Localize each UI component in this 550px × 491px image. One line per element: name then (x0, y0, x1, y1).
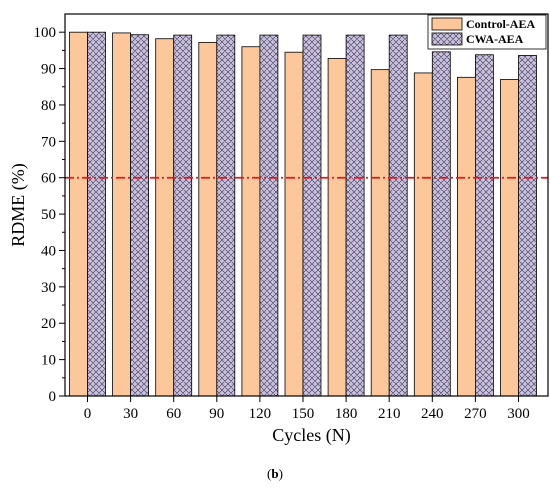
bar-cwa-aea-300 (518, 55, 537, 397)
bar-control-aea-150 (284, 51, 304, 397)
bar-control-aea-30 (112, 32, 131, 397)
y-tick-label-100: 100 (34, 25, 57, 41)
y-tick-label-10: 10 (41, 353, 56, 369)
bar-control-aea-180 (327, 57, 347, 397)
bar-cwa-aea-210 (388, 34, 408, 397)
x-tick-label-150: 150 (292, 406, 315, 422)
bar-cwa-aea-90 (216, 34, 236, 397)
caption-open: ( (267, 466, 272, 481)
legend-label-cwa-aea: CWA-AEA (466, 32, 524, 46)
bar-control-aea-120 (241, 46, 261, 397)
y-tick-label-0: 0 (49, 389, 57, 405)
bar-control-aea-300 (500, 79, 519, 397)
caption-close: ) (278, 466, 283, 481)
bar-control-aea-0 (69, 31, 88, 397)
x-tick-label-240: 240 (421, 406, 444, 422)
bar-control-aea-60 (155, 38, 175, 397)
legend-swatch-control-aea (431, 17, 463, 31)
y-tick-label-90: 90 (41, 62, 56, 78)
bar-cwa-aea-150 (302, 34, 322, 397)
x-axis-title: Cycles (N) (272, 425, 350, 446)
x-tick-label-30: 30 (123, 406, 138, 422)
bar-cwa-aea-180 (345, 34, 365, 397)
x-tick-label-270: 270 (464, 406, 487, 422)
bar-control-aea-210 (370, 69, 390, 397)
x-tick-label-180: 180 (335, 406, 358, 422)
bar-cwa-aea-240 (431, 51, 451, 397)
bar-cwa-aea-270 (474, 54, 494, 397)
figure-caption: (b) (0, 466, 550, 482)
y-tick-label-40: 40 (41, 243, 56, 259)
bar-control-aea-270 (456, 76, 476, 397)
x-tick-label-120: 120 (249, 406, 272, 422)
y-tick-label-70: 70 (41, 134, 56, 150)
y-tick-label-30: 30 (41, 280, 56, 296)
bar-cwa-aea-0 (87, 31, 106, 397)
x-axis: 0 30 60 90 120 150 180 210 240 270 300 (84, 396, 530, 422)
bar-cwa-aea-60 (173, 34, 193, 397)
y-axis: 0 10 20 30 40 50 60 70 80 90 100 (34, 25, 65, 405)
bar-cwa-aea-120 (259, 34, 279, 397)
x-tick-label-210: 210 (378, 406, 401, 422)
caption-label: b (271, 466, 279, 481)
bar-control-aea-90 (198, 41, 218, 397)
y-tick-label-50: 50 (41, 207, 56, 223)
legend-swatch-cwa-aea (431, 32, 463, 46)
y-tick-label-20: 20 (41, 316, 56, 332)
bars-group (69, 31, 537, 397)
x-tick-label-0: 0 (84, 406, 92, 422)
legend-label-control-aea: Control-AEA (466, 17, 535, 31)
y-axis-title: RDME (%) (8, 163, 29, 247)
x-tick-label-90: 90 (209, 406, 224, 422)
y-tick-label-80: 80 (41, 98, 56, 114)
bar-control-aea-240 (413, 72, 433, 397)
plot-frame (64, 13, 549, 397)
x-tick-label-60: 60 (166, 406, 181, 422)
y-tick-label-60: 60 (41, 171, 56, 187)
x-tick-label-300: 300 (507, 406, 530, 422)
bar-cwa-aea-30 (130, 34, 150, 397)
